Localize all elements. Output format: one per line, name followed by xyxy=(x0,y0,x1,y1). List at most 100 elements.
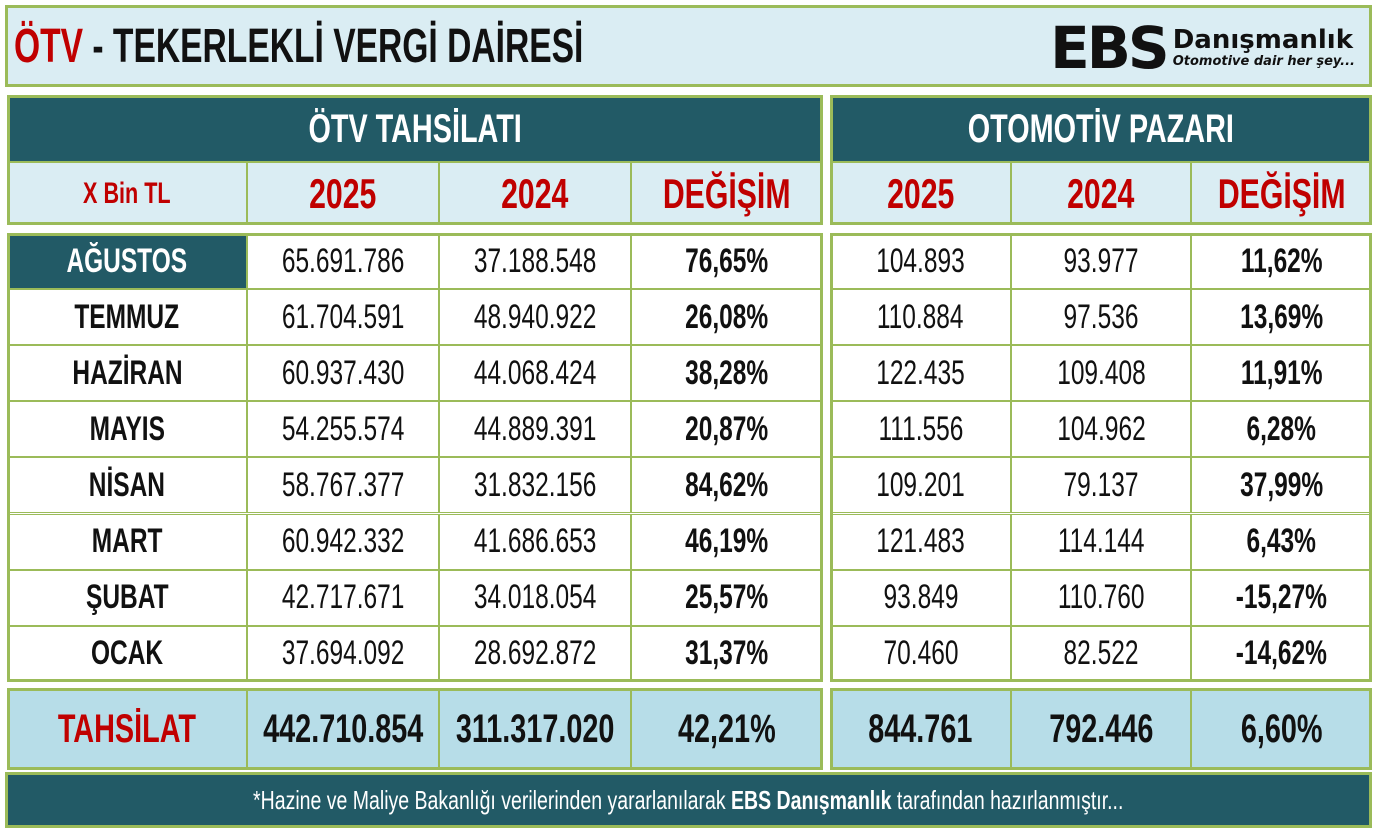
tax-2024-value-text: 28.692.872 xyxy=(473,634,597,673)
tax-2024-value-text: 44.068.424 xyxy=(473,353,597,392)
market-2025-value: 111.556 xyxy=(830,401,1011,458)
tax-2025-value-text: 42.717.671 xyxy=(281,578,405,617)
market-change-value: 11,62% xyxy=(1191,233,1372,290)
title-rest: - TEKERLEKLİ VERGİ DAİRESİ xyxy=(83,20,584,73)
market-2024-value-text: 82.522 xyxy=(1063,634,1139,673)
tax-2025-value: 65.691.786 xyxy=(247,233,439,290)
market-2024-value: 79.137 xyxy=(1011,457,1191,514)
month-label: MART xyxy=(7,513,247,570)
tax-2024-value-text: 37.188.548 xyxy=(473,241,597,280)
total-tax-2024: 311.317.020 xyxy=(439,688,631,770)
tax-2025-value-text: 60.937.430 xyxy=(281,353,405,392)
tax-change-value: 76,65% xyxy=(631,233,823,290)
tax-change-value-text: 84,62% xyxy=(685,465,769,504)
market-change-value-text: 37,99% xyxy=(1239,465,1324,504)
month-label: NİSAN xyxy=(7,457,247,514)
tax-2024-value: 44.068.424 xyxy=(439,345,631,402)
market-2024-value-text: 114.144 xyxy=(1057,522,1145,561)
market-2025-value: 109.201 xyxy=(830,457,1011,514)
tax-2024-value: 41.686.653 xyxy=(439,513,631,570)
tax-panel-title-text: ÖTV TAHSİLATI xyxy=(308,107,522,151)
tax-2025-value-text: 54.255.574 xyxy=(281,409,405,448)
tax-change-value: 38,28% xyxy=(631,345,823,402)
total-tax-2024-text: 311.317.020 xyxy=(455,706,615,751)
market-2025-value-text: 111.556 xyxy=(878,409,963,448)
tax-col-header-1: 2024 xyxy=(439,162,631,225)
market-2025-value: 104.893 xyxy=(830,233,1011,290)
ebs-logo: EBS Danışmanlık Otomotive dair her şey..… xyxy=(1050,16,1355,80)
tax-2025-value-text: 61.704.591 xyxy=(281,297,405,336)
market-2024-value-text: 110.760 xyxy=(1057,578,1145,617)
tax-col-header-2-text: DEĞİŞİM xyxy=(663,169,791,217)
month-label[interactable]: AĞUSTOS xyxy=(7,233,247,290)
month-label: OCAK xyxy=(7,625,247,682)
market-col-header-1-text: 2024 xyxy=(1067,169,1135,217)
market-2025-value-text: 109.201 xyxy=(876,465,965,504)
title-bar: ÖTV - TEKERLEKLİ VERGİ DAİRESİ EBS Danış… xyxy=(5,5,1372,87)
total-tax-change-text: 42,21% xyxy=(678,706,776,751)
tax-2024-value: 44.889.391 xyxy=(439,401,631,458)
market-change-value-text: 13,69% xyxy=(1239,297,1324,336)
tax-change-value: 25,57% xyxy=(631,569,823,626)
month-label-text: MART xyxy=(91,522,163,561)
market-col-header-2: DEĞİŞİM xyxy=(1191,162,1372,225)
market-2024-value: 110.760 xyxy=(1011,569,1191,626)
tax-change-value-text: 46,19% xyxy=(685,522,769,561)
month-label: ŞUBAT xyxy=(7,569,247,626)
market-col-header-1: 2024 xyxy=(1011,162,1191,225)
tax-2024-value: 34.018.054 xyxy=(439,569,631,626)
market-2025-value: 121.483 xyxy=(830,513,1011,570)
tax-col-header-0: 2025 xyxy=(247,162,439,225)
market-2025-value-text: 104.893 xyxy=(876,241,965,280)
market-change-value-text: 6,43% xyxy=(1246,522,1317,561)
tax-change-value-text: 76,65% xyxy=(685,241,769,280)
tax-change-value: 20,87% xyxy=(631,401,823,458)
market-2024-value-text: 104.962 xyxy=(1056,409,1146,448)
tax-change-value: 84,62% xyxy=(631,457,823,514)
market-2024-value: 114.144 xyxy=(1011,513,1191,570)
market-2024-value: 82.522 xyxy=(1011,625,1191,682)
market-2024-value-text: 97.536 xyxy=(1063,297,1139,336)
market-change-value-text: 11,91% xyxy=(1240,353,1323,392)
tax-2025-value: 60.937.430 xyxy=(247,345,439,402)
market-2025-value: 93.849 xyxy=(830,569,1011,626)
market-2024-value: 109.408 xyxy=(1011,345,1191,402)
tax-change-value: 46,19% xyxy=(631,513,823,570)
footnote-prefix: *Hazine ve Maliye Bakanlığı verilerinden… xyxy=(253,784,732,815)
tax-2025-value: 60.942.332 xyxy=(247,513,439,570)
tax-2025-value: 37.694.092 xyxy=(247,625,439,682)
tax-2025-value: 54.255.574 xyxy=(247,401,439,458)
market-panel-title-text: OTOMOTİV PAZARI xyxy=(967,107,1235,151)
tax-change-value-text: 20,87% xyxy=(685,409,769,448)
tax-2025-value: 58.767.377 xyxy=(247,457,439,514)
market-change-value-text: -14,62% xyxy=(1235,634,1328,673)
tax-2024-value: 31.832.156 xyxy=(439,457,631,514)
tax-2024-value-text: 41.686.653 xyxy=(473,522,597,561)
tax-panel-title: ÖTV TAHSİLATI xyxy=(7,95,823,164)
month-label-text: TEMMUZ xyxy=(74,297,180,336)
total-market-2024-text: 792.446 xyxy=(1048,706,1154,751)
market-2024-value-text: 109.408 xyxy=(1056,353,1146,392)
title-highlight: ÖTV xyxy=(14,20,84,73)
market-change-value: -14,62% xyxy=(1191,625,1372,682)
market-col-header-2-text: DEĞİŞİM xyxy=(1217,169,1346,217)
market-panel-title: OTOMOTİV PAZARI xyxy=(830,95,1372,164)
market-change-value: 13,69% xyxy=(1191,289,1372,346)
market-2025-value: 110.884 xyxy=(830,289,1011,346)
month-label: TEMMUZ xyxy=(7,289,247,346)
tax-2024-value-text: 31.832.156 xyxy=(473,465,597,504)
market-change-value-text: 6,28% xyxy=(1246,409,1317,448)
tax-2025-value-text: 60.942.332 xyxy=(281,522,405,561)
footnote-suffix: tarafından hazırlanmıştır... xyxy=(891,784,1124,815)
market-2024-value: 97.536 xyxy=(1011,289,1191,346)
market-change-value: 6,43% xyxy=(1191,513,1372,570)
month-label: MAYIS xyxy=(7,401,247,458)
month-label-text: HAZİRAN xyxy=(71,353,183,392)
total-tax-change: 42,21% xyxy=(631,688,823,770)
page-title: ÖTV - TEKERLEKLİ VERGİ DAİRESİ xyxy=(14,16,583,78)
tax-2024-value-text: 48.940.922 xyxy=(473,297,597,336)
tax-col-header-2: DEĞİŞİM xyxy=(631,162,823,225)
market-change-value-text: -15,27% xyxy=(1235,578,1328,617)
total-market-2025: 844.761 xyxy=(830,688,1011,770)
logo-name: Danışmanlık xyxy=(1172,25,1353,55)
